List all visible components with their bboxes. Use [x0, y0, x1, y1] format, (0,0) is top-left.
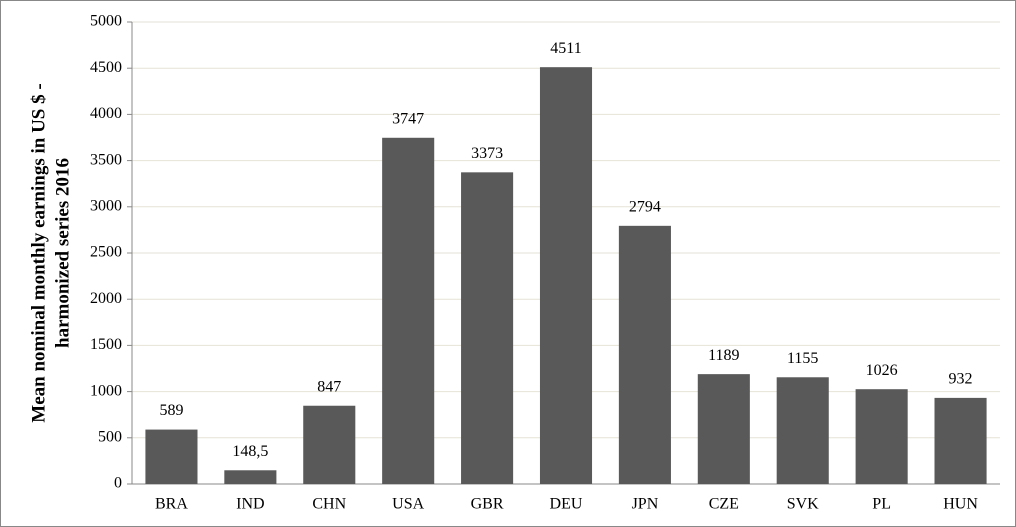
data-label: 2794	[629, 199, 661, 216]
bar	[224, 470, 277, 484]
x-tick-label: JPN	[632, 496, 659, 513]
data-label: 932	[949, 371, 973, 388]
bar	[855, 389, 908, 484]
x-tick-label: DEU	[550, 496, 583, 513]
data-label: 1026	[866, 362, 898, 379]
x-tick-label: GBR	[471, 496, 504, 513]
y-axis-title: harmonized series 2016	[52, 158, 73, 348]
y-axis-title: Mean nominal monthly earnings in US $ -	[28, 83, 49, 422]
x-tick-label: CHN	[312, 496, 346, 513]
bar	[382, 137, 435, 484]
data-label: 589	[159, 402, 183, 419]
y-tick-label: 4000	[90, 105, 122, 122]
data-label: 847	[317, 378, 341, 395]
data-label: 3747	[392, 110, 424, 127]
bar	[618, 225, 671, 484]
x-tick-label: PL	[872, 496, 891, 513]
data-label: 1155	[787, 350, 818, 367]
data-label: 4511	[550, 40, 581, 57]
x-tick-label: IND	[236, 496, 264, 513]
y-tick-label: 3000	[90, 197, 122, 214]
y-tick-label: 0	[114, 475, 122, 492]
x-tick-label: USA	[392, 496, 424, 513]
data-label: 3373	[471, 145, 503, 162]
y-tick-label: 2500	[90, 244, 122, 261]
y-tick-label: 5000	[90, 13, 122, 30]
bar	[539, 67, 593, 485]
y-tick-label: 500	[98, 428, 122, 445]
bar	[461, 172, 514, 485]
x-tick-label: HUN	[943, 496, 978, 513]
bar	[303, 405, 356, 484]
x-tick-label: CZE	[709, 496, 739, 513]
x-tick-label: BRA	[155, 496, 188, 513]
x-tick-label: SVK	[787, 496, 819, 513]
data-label: 1189	[708, 347, 739, 364]
bar	[145, 429, 198, 484]
y-tick-label: 3500	[90, 151, 122, 168]
y-tick-label: 1000	[90, 382, 122, 399]
bar	[776, 377, 829, 484]
data-label: 148,5	[232, 443, 268, 460]
y-tick-label: 1500	[90, 336, 122, 353]
y-tick-label: 4500	[90, 59, 122, 76]
y-tick-label: 2000	[90, 290, 122, 307]
bar	[697, 374, 750, 484]
bar	[934, 397, 987, 484]
